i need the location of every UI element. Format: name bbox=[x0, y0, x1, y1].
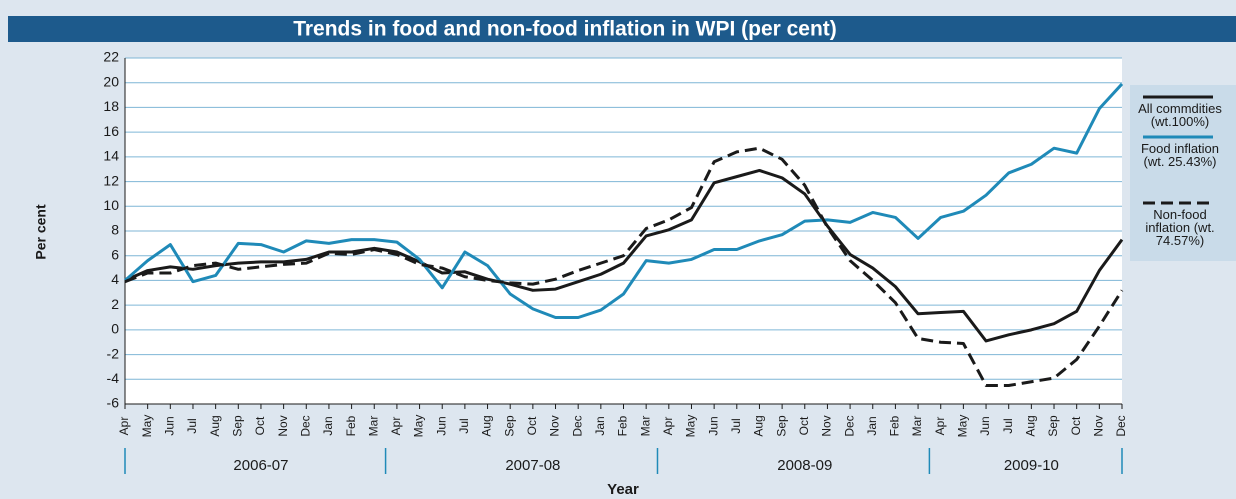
y-tick-label: 20 bbox=[103, 73, 119, 89]
y-tick-label: 22 bbox=[103, 49, 119, 65]
x-tick-label: Feb bbox=[616, 415, 630, 436]
y-tick-label: 12 bbox=[103, 172, 119, 188]
x-tick-label: Apr bbox=[117, 417, 131, 436]
x-tick-label: May bbox=[684, 415, 698, 438]
x-tick-label: May bbox=[140, 415, 154, 438]
x-tick-label: Jun bbox=[162, 416, 176, 435]
x-tick-label: Nov bbox=[548, 415, 562, 436]
x-tick-label: Oct bbox=[1069, 416, 1083, 435]
y-tick-label: 18 bbox=[103, 98, 119, 114]
x-tick-label: Oct bbox=[797, 416, 811, 435]
x-tick-label: Dec bbox=[298, 415, 312, 436]
x-tick-label: Aug bbox=[752, 415, 766, 436]
x-tick-label: Oct bbox=[525, 416, 539, 435]
x-tick-label: Apr bbox=[389, 417, 403, 436]
series-line bbox=[124, 82, 1124, 319]
x-tick-label: Nov bbox=[276, 415, 290, 436]
series-line bbox=[124, 146, 1124, 387]
y-tick-label: 2 bbox=[111, 296, 119, 312]
x-axis-label: Year bbox=[607, 481, 639, 498]
x-tick-label: Aug bbox=[1024, 415, 1038, 436]
x-tick-label: Nov bbox=[820, 415, 834, 436]
x-tick-label: Jan bbox=[593, 416, 607, 435]
chart-title: Trends in food and non-food inflation in… bbox=[293, 18, 837, 41]
x-tick-label: Dec bbox=[1114, 415, 1128, 436]
x-tick-label: Jun bbox=[434, 416, 448, 435]
x-tick-label: Jul bbox=[1001, 418, 1015, 433]
group-label: 2007-08 bbox=[505, 457, 560, 474]
x-tick-label: Jun bbox=[978, 416, 992, 435]
legend-label: Food inflation (wt. 25.43%) bbox=[1140, 141, 1220, 169]
group-label: 2008-09 bbox=[777, 457, 832, 474]
x-tick-label: Jul bbox=[729, 418, 743, 433]
x-tick-label: Aug bbox=[480, 415, 494, 436]
x-tick-label: Sep bbox=[230, 415, 244, 437]
x-tick-label: Sep bbox=[502, 415, 516, 437]
series-line bbox=[124, 168, 1124, 343]
x-tick-label: Dec bbox=[842, 415, 856, 436]
y-tick-label: 14 bbox=[103, 148, 119, 164]
y-tick-label: 10 bbox=[103, 197, 119, 213]
x-tick-label: May bbox=[956, 415, 970, 438]
x-tick-label: Dec bbox=[570, 415, 584, 436]
x-tick-label: Aug bbox=[208, 415, 222, 436]
x-tick-label: Nov bbox=[1092, 415, 1106, 436]
x-tick-label: Jan bbox=[865, 416, 879, 435]
x-tick-label: Mar bbox=[638, 416, 652, 437]
x-tick-label: Mar bbox=[910, 416, 924, 437]
x-tick-label: May bbox=[412, 415, 426, 438]
y-tick-label: 16 bbox=[103, 123, 119, 139]
legend-label: Non-food inflation (wt. 74.57%) bbox=[1145, 207, 1215, 248]
group-label: 2009-10 bbox=[1004, 457, 1059, 474]
legend-box bbox=[1130, 85, 1236, 261]
y-tick-label: 6 bbox=[111, 246, 119, 262]
x-tick-label: Sep bbox=[774, 415, 788, 437]
x-tick-label: Jun bbox=[706, 416, 720, 435]
x-tick-label: Jan bbox=[321, 416, 335, 435]
title-bar bbox=[8, 16, 1236, 42]
x-tick-label: Jul bbox=[185, 418, 199, 433]
y-tick-label: 8 bbox=[111, 222, 119, 238]
x-tick-label: Jul bbox=[457, 418, 471, 433]
y-tick-label: -4 bbox=[107, 370, 120, 386]
legend-label: All commdities (wt.100%) bbox=[1138, 101, 1222, 129]
x-tick-label: Mar bbox=[366, 416, 380, 437]
y-axis-label: Per cent bbox=[33, 204, 49, 260]
y-tick-label: -6 bbox=[107, 395, 120, 411]
y-tick-label: 0 bbox=[111, 321, 119, 337]
x-tick-label: Feb bbox=[888, 415, 902, 436]
x-tick-label: Feb bbox=[344, 415, 358, 436]
y-tick-label: -2 bbox=[107, 345, 120, 361]
x-tick-label: Sep bbox=[1046, 415, 1060, 437]
x-tick-label: Apr bbox=[661, 417, 675, 436]
x-tick-label: Apr bbox=[933, 417, 947, 436]
group-label: 2006-07 bbox=[233, 457, 288, 474]
x-tick-label: Oct bbox=[253, 416, 267, 435]
y-tick-label: 4 bbox=[111, 271, 119, 287]
